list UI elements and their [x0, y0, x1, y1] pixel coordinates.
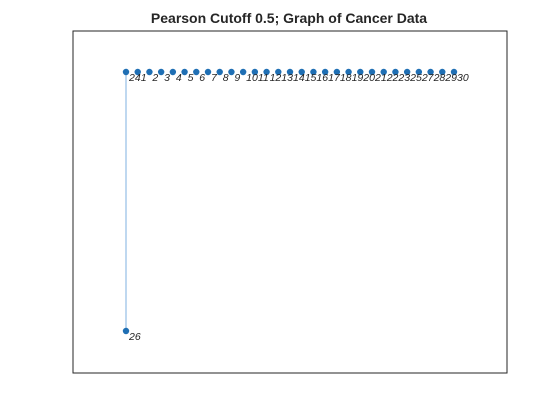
node-label: 13 [281, 72, 293, 84]
graph-node [193, 68, 200, 76]
labels-layer: 24 1 2 3 4 5 6 7 8 9 10 11 12 13 14 15 16 17 18 19 20 21 22 23 2… [128, 72, 469, 343]
graph-node [286, 68, 294, 76]
graph-node [181, 68, 188, 76]
graph-node [345, 68, 352, 76]
graph-node [239, 68, 247, 76]
graph-node [157, 68, 165, 76]
node-label: 19 [352, 72, 364, 84]
node-label: 23 [397, 72, 410, 84]
graph-node [310, 68, 317, 76]
nodes-layer [122, 68, 458, 335]
node-label: 29 [444, 72, 457, 84]
graph-node [146, 68, 153, 76]
node-label: 21 [374, 72, 387, 84]
chart-title: Pearson Cutoff 0.5; Graph of Cancer Data [151, 10, 427, 26]
node-label: 20 [362, 72, 375, 84]
node-label: 27 [421, 72, 435, 84]
graph-node [380, 68, 387, 76]
graph-node [333, 68, 341, 76]
node-label: 22 [386, 72, 399, 84]
node-label: 24 [128, 72, 141, 84]
graph-node [216, 68, 223, 76]
node-label: 6 [199, 72, 205, 84]
node-label: 4 [176, 72, 182, 84]
graph-node [298, 68, 305, 76]
node-label: 28 [433, 72, 446, 84]
node-label: 12 [270, 72, 282, 84]
graph-node [392, 68, 399, 76]
graph-node [450, 68, 458, 76]
node-label: 15 [305, 72, 317, 84]
node-label: 8 [223, 72, 229, 84]
node-label: 26 [128, 331, 141, 343]
graph-node [368, 68, 376, 76]
graph-node [357, 68, 364, 76]
graph-node [321, 68, 329, 76]
graph-node [415, 68, 423, 76]
graph-node [439, 68, 446, 76]
node-label: 7 [211, 72, 218, 84]
node-label: 3 [164, 72, 170, 84]
axes-box [72, 30, 508, 374]
node-label: 17 [328, 72, 341, 84]
node-label: 9 [234, 72, 240, 84]
node-label: 10 [246, 72, 258, 84]
graph-node [251, 68, 259, 76]
node-label: 5 [188, 72, 194, 84]
graph-node [228, 68, 235, 76]
graph-node [263, 68, 270, 76]
node-label: 25 [409, 72, 422, 84]
node-label: 18 [340, 72, 352, 84]
node-label: 30 [457, 72, 469, 84]
graph-node [204, 68, 212, 76]
node-label: 11 [258, 72, 269, 84]
graph-node [275, 68, 282, 76]
node-label: 1 [141, 72, 147, 84]
graph-node [122, 68, 130, 76]
node-label: 16 [316, 72, 328, 84]
graph-node [169, 68, 177, 76]
graph-node [122, 327, 130, 335]
node-label: 14 [293, 72, 305, 84]
graph-node [427, 68, 434, 76]
node-label: 2 [151, 72, 158, 84]
graph-node [403, 68, 411, 76]
graph-node [134, 68, 141, 76]
